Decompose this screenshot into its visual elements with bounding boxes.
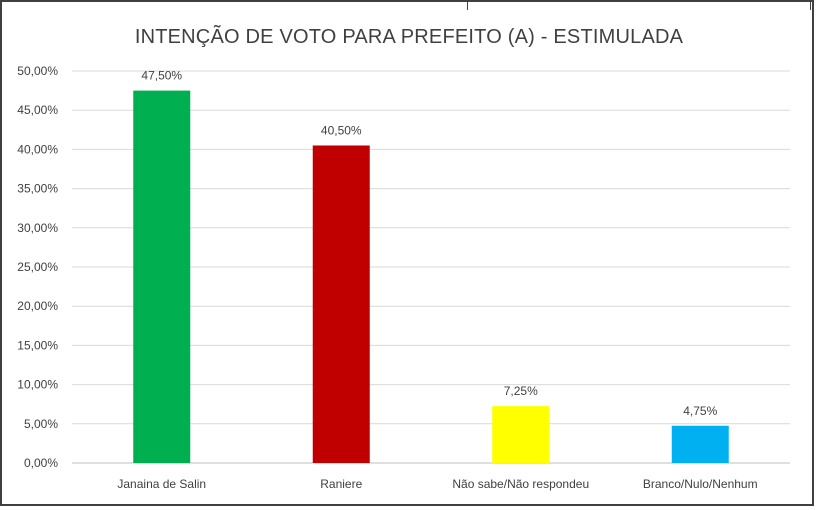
data-label: 47,50% [141,69,182,83]
bar [133,90,191,463]
x-tick-label: Branco/Nulo/Nenhum [643,477,758,491]
y-tick-label: 35,00% [17,182,58,196]
y-tick-label: 0,00% [24,456,58,470]
x-tick-label: Janaina de Salin [117,477,206,491]
y-tick-label: 15,00% [17,338,58,352]
y-tick-label: 25,00% [17,260,58,274]
frame-divider [467,2,468,10]
chart-title: INTENÇÃO DE VOTO PARA PREFEITO (A) - EST… [134,26,684,48]
bar [492,406,550,463]
y-tick-label: 5,00% [24,417,58,431]
y-tick-label: 45,00% [17,103,58,117]
y-tick-label: 30,00% [17,221,58,235]
y-tick-label: 20,00% [17,299,58,313]
x-tick-label: Não sabe/Não respondeu [452,477,589,491]
y-tick-label: 40,00% [17,142,58,156]
data-label: 4,75% [683,404,717,418]
x-tick-label: Raniere [320,477,362,491]
bar [312,145,370,464]
y-tick-label: 10,00% [17,378,58,392]
y-tick-label: 50,00% [17,64,58,78]
frame-divider [810,2,811,10]
data-label: 7,25% [504,384,538,398]
data-label: 40,50% [321,123,362,137]
bar [671,425,729,463]
